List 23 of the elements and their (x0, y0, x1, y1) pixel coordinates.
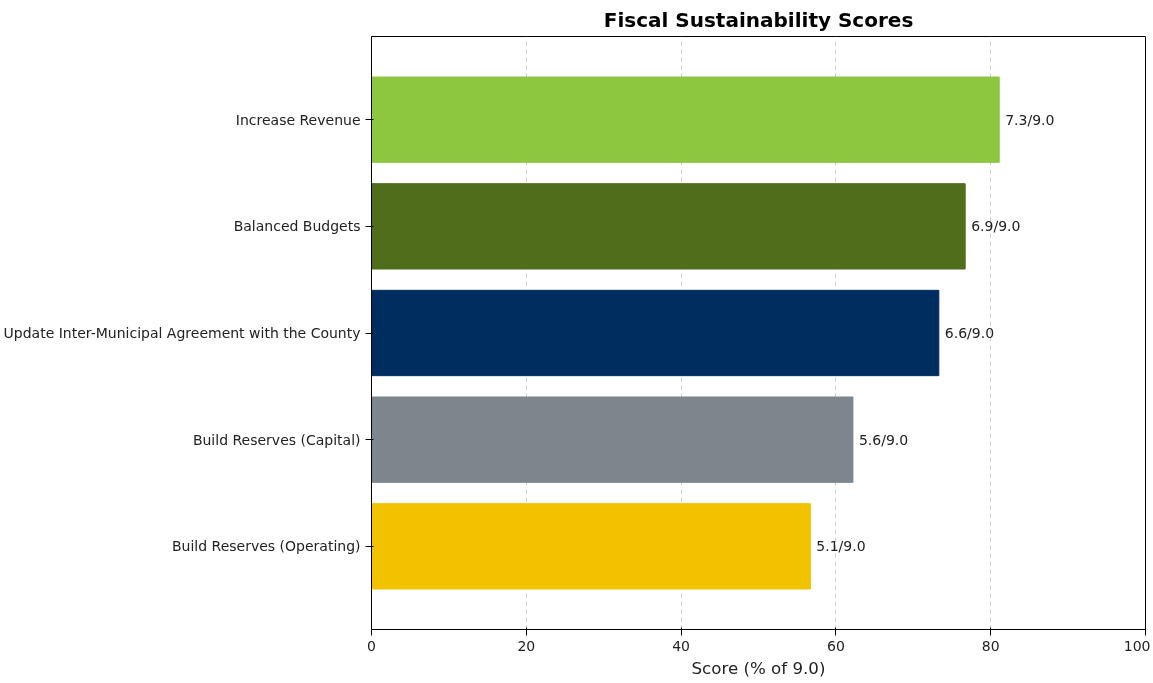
chart-title: Fiscal Sustainability Scores (603, 7, 914, 32)
y-tick-label: Balanced Budgets (233, 218, 361, 235)
data-label: 6.9/9.0 (971, 218, 1021, 235)
bar (371, 396, 854, 483)
y-tick-label: Increase Revenue (235, 111, 361, 128)
data-label: 7.3/9.0 (1005, 111, 1055, 128)
x-tick-label: 20 (517, 637, 536, 654)
y-tick-label: Update Inter-Municipal Agreement with the County (3, 325, 361, 341)
x-tick-label: 60 (826, 637, 845, 654)
data-label: 5.6/9.0 (858, 431, 909, 448)
y-tick-label: Build Reserves (Capital) (192, 431, 361, 448)
x-tick-label: 40 (672, 637, 691, 654)
x-axis-title: Score (% of 9.0) (691, 658, 826, 678)
bar (371, 503, 811, 590)
data-label: 6.6/9.0 (944, 325, 995, 341)
bar (371, 183, 966, 270)
bar (371, 289, 940, 377)
x-tick-label: 100 (1123, 637, 1151, 654)
x-tick-label: 80 (981, 637, 1000, 654)
data-label: 5.1/9.0 (816, 538, 866, 555)
y-tick-label: Build Reserves (Operating) (171, 538, 361, 555)
x-tick-label: 0 (367, 637, 376, 654)
bar (371, 76, 1000, 163)
